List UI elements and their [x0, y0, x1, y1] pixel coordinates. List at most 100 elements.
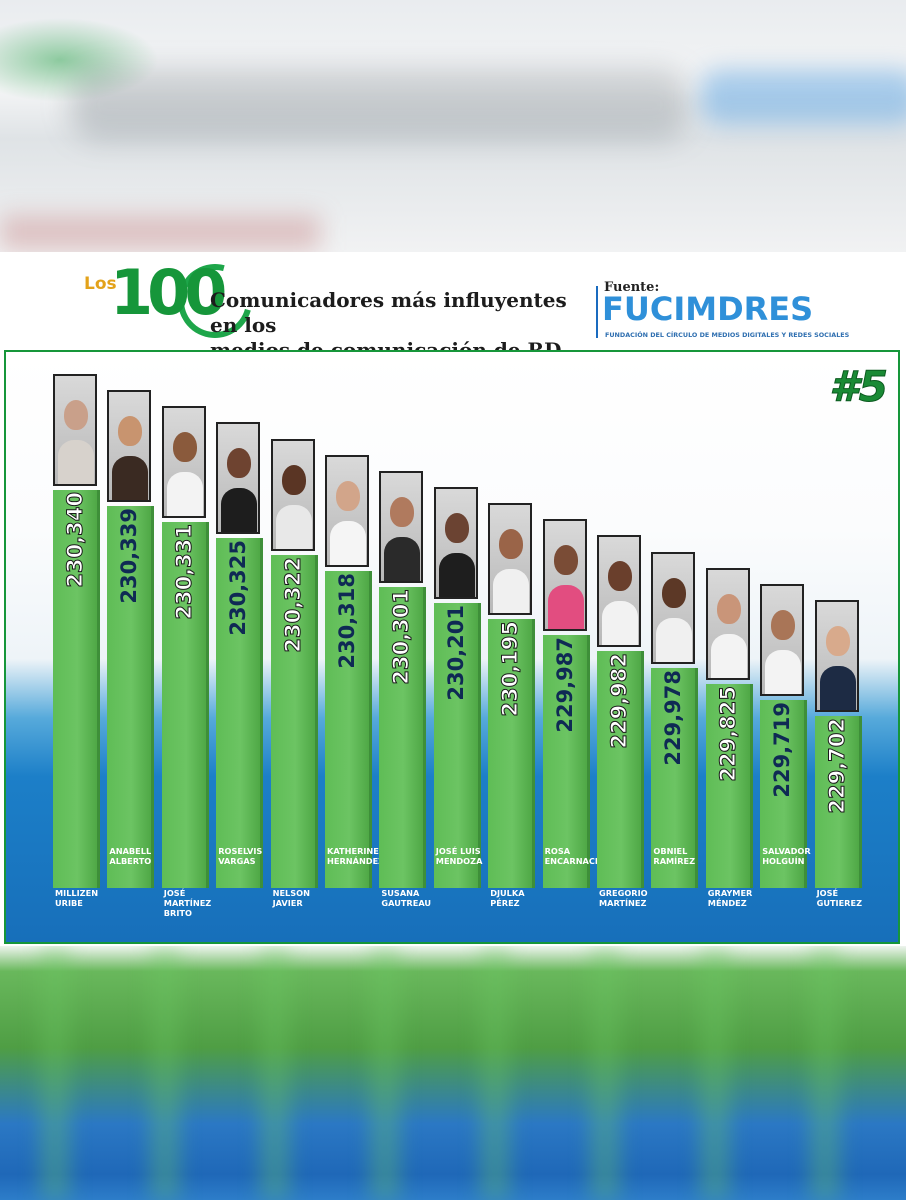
bar-value-label: 230,339 [117, 508, 142, 604]
portrait-photo [161, 406, 206, 519]
name-line: JAVIER [272, 898, 303, 908]
name-line: URIBE [55, 898, 83, 908]
portrait-body [330, 520, 366, 565]
portrait-body [112, 456, 149, 501]
portrait-head [825, 626, 850, 656]
blurred-shape [260, 946, 290, 1200]
name-line: OBNIEL [653, 846, 688, 856]
bar: 230,195 [488, 619, 536, 888]
name-line: KATHERINE [327, 846, 379, 856]
portrait-head [390, 496, 415, 527]
blurred-shape [0, 215, 320, 250]
portrait-body [765, 649, 802, 694]
blurred-background-bottom [0, 946, 906, 1200]
bar-name-label: NELSON JAVIER [273, 888, 333, 908]
bar-value-label: 229,982 [607, 653, 632, 750]
bar-name-label: OBNIEL RAMÍREZ [653, 846, 713, 866]
header [0, 252, 906, 350]
chart-panel: #5 230,340 MILLIZEN URIBE 230,339 ANABELL ALB… [4, 350, 900, 944]
bar-value-label: 230,325 [226, 540, 251, 637]
bar-name-label: GRAYMER MÉNDEZ [708, 888, 768, 908]
portrait-photo [433, 487, 478, 599]
portrait-head [716, 593, 741, 624]
bar-value-label: 230,331 [171, 524, 196, 621]
portrait-head [227, 448, 252, 479]
blurred-shape [480, 946, 510, 1200]
name-line: PÉREZ [490, 898, 520, 908]
portrait-head [64, 400, 88, 430]
bar: 230,325 [216, 538, 264, 888]
name-line: JOSÉ [163, 888, 186, 898]
blurred-shape [370, 946, 400, 1200]
bar: 229,982 [597, 651, 644, 888]
bar-name-label: JOSÉ MARTÍNEZ BRITO [164, 888, 224, 918]
name-line: GRAYMER [707, 888, 753, 898]
bar-name-label: ANABELL ALBERTO [109, 846, 169, 866]
portrait-head [281, 464, 306, 495]
blurred-shape [590, 946, 620, 1200]
bar: 230,331 [161, 522, 209, 888]
bar-name-label: JOSÉ GUTIEREZ [817, 888, 877, 908]
logo-100: 100 [110, 256, 227, 329]
name-line: ALBERTO [109, 856, 152, 866]
portrait-body [602, 601, 638, 646]
bar: 230,301 [379, 586, 427, 888]
name-line: MILLIZEN [55, 888, 99, 898]
portrait-body [166, 472, 203, 517]
bar-name-label: SUSANA GAUTREAU [381, 888, 441, 908]
name-line: JOSÉ LUIS [435, 846, 481, 856]
portrait-photo [216, 422, 261, 535]
portrait-body [221, 488, 258, 533]
portrait-photo [270, 438, 315, 551]
bar: 230,318 [325, 570, 372, 888]
portrait-photo [325, 454, 369, 567]
bar-name-label: JOSÉ LUIS MENDOZA [436, 846, 496, 866]
portrait-body [819, 666, 856, 710]
bar: 229,978 [651, 667, 699, 888]
bar-name-label: KATHERINE HERNÁNDEZ [327, 846, 387, 866]
bar-value-label: 229,719 [770, 701, 795, 798]
org-subtitle: FUNDACIÓN DEL CÍRCULO DE MEDIOS DIGITALE… [605, 331, 850, 339]
portrait-head [771, 609, 796, 640]
portrait-body [275, 504, 312, 549]
portrait-head [608, 561, 632, 592]
bar-name-label: ROSELVIS VARGAS [218, 846, 278, 866]
portrait-head [553, 545, 578, 576]
portrait-head [444, 513, 469, 543]
portrait-photo [488, 503, 533, 616]
portrait-photo [542, 519, 587, 632]
name-line: ROSA [544, 846, 571, 856]
name-line: MARTÍNEZ [163, 898, 212, 908]
bar-value-label: 230,318 [335, 572, 359, 669]
bar-name-label: ROSA ENCARNACIÓN [544, 846, 612, 866]
name-line: ANABELL [109, 846, 152, 856]
bar-value-label: 230,201 [443, 605, 468, 701]
portrait-photo [107, 390, 152, 503]
name-line: ENCARNACIÓN [544, 856, 612, 866]
name-line: HOLGUÍN [762, 856, 805, 866]
bar-name-label: SALVADOR HOLGUÍN [762, 846, 822, 866]
bar: 230,201 [433, 603, 481, 888]
name-line: VARGAS [218, 856, 256, 866]
name-line: JOSÉ [816, 888, 839, 898]
portrait-photo [705, 567, 750, 680]
name-line: MARTÍNEZ [599, 898, 647, 908]
rank-badge: #5 [829, 362, 888, 412]
bar-value-label: 229,702 [824, 718, 849, 815]
name-line: RAMÍREZ [653, 856, 696, 866]
blurred-background-top [0, 0, 906, 252]
name-line: GAUTREAU [381, 898, 432, 908]
name-line: DJULKA [490, 888, 525, 898]
name-line: SUSANA [381, 888, 420, 898]
portrait-body [710, 633, 747, 678]
bar: 230,340 [53, 490, 100, 888]
name-line: NELSON [272, 888, 310, 898]
portrait-body [547, 585, 584, 630]
blurred-shape [40, 946, 70, 1200]
name-line: GUTIEREZ [816, 898, 863, 908]
bar-value-label: 229,825 [715, 685, 740, 782]
blurred-shape [700, 70, 906, 125]
bar-name-label: GREGORIO MARTÍNEZ [599, 888, 659, 908]
logo-los: Los [84, 274, 117, 294]
divider [596, 286, 598, 338]
